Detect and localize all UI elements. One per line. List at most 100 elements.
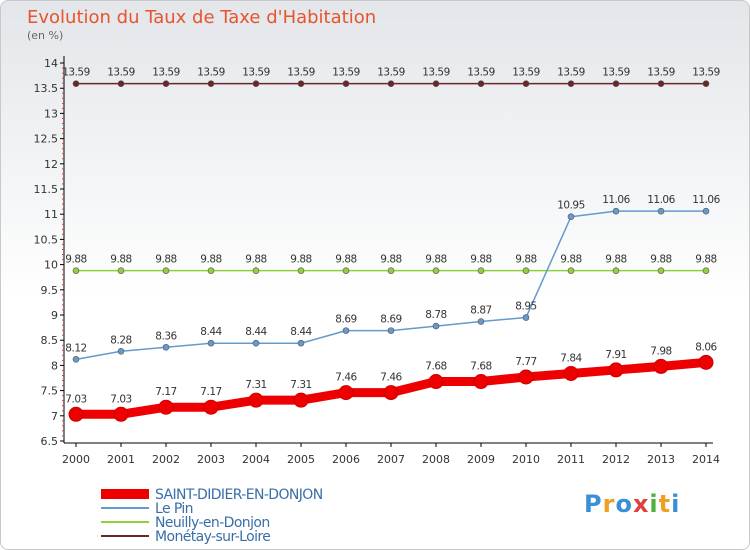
data-point bbox=[158, 399, 174, 415]
data-point bbox=[608, 362, 624, 378]
data-point bbox=[297, 267, 305, 274]
data-point bbox=[432, 80, 440, 87]
x-tick-label: 2004 bbox=[242, 453, 270, 466]
data-point bbox=[252, 339, 260, 347]
data-label: 9.88 bbox=[425, 254, 446, 266]
data-label: 7.17 bbox=[155, 386, 176, 398]
y-tick-label: 14 bbox=[44, 57, 58, 70]
data-label: 7.46 bbox=[380, 372, 402, 384]
data-label: 13.59 bbox=[152, 67, 180, 79]
y-tick-label: 10 bbox=[44, 259, 58, 272]
data-point bbox=[203, 399, 219, 415]
chart-title: Evolution du Taux de Taxe d'Habitation bbox=[27, 7, 377, 28]
data-point bbox=[72, 267, 80, 274]
data-label: 9.88 bbox=[605, 254, 626, 266]
data-point bbox=[612, 267, 620, 274]
data-point bbox=[252, 267, 260, 274]
data-label: 13.59 bbox=[377, 67, 405, 79]
data-label: 7.03 bbox=[110, 393, 131, 405]
data-label: 7.03 bbox=[65, 393, 86, 405]
data-label: 13.59 bbox=[557, 67, 585, 79]
data-point bbox=[477, 267, 485, 274]
data-label: 7.98 bbox=[650, 345, 671, 357]
data-label: 9.88 bbox=[110, 254, 131, 266]
data-point bbox=[207, 267, 215, 274]
data-point bbox=[522, 80, 530, 87]
data-label: 13.59 bbox=[692, 67, 720, 79]
data-point bbox=[653, 358, 669, 374]
data-label: 8.36 bbox=[155, 330, 177, 342]
data-point bbox=[68, 406, 84, 422]
data-label: 8.69 bbox=[335, 314, 356, 326]
data-label: 8.95 bbox=[515, 301, 536, 313]
data-label: 9.88 bbox=[695, 254, 716, 266]
data-label: 11.06 bbox=[602, 194, 630, 206]
x-tick-label: 2014 bbox=[692, 453, 720, 466]
data-point bbox=[72, 356, 80, 363]
y-tick-label: 12.5 bbox=[34, 133, 59, 146]
data-point bbox=[162, 267, 170, 274]
data-label: 7.68 bbox=[470, 361, 491, 373]
x-tick-label: 2009 bbox=[467, 453, 495, 466]
data-point bbox=[657, 80, 665, 87]
y-tick-label: 8 bbox=[51, 359, 58, 372]
data-label: 13.59 bbox=[647, 67, 675, 79]
data-label: 8.12 bbox=[65, 342, 86, 354]
data-point bbox=[563, 365, 579, 381]
y-tick-label: 7.5 bbox=[41, 385, 59, 398]
x-tick-label: 2005 bbox=[287, 453, 315, 466]
y-tick-label: 11.5 bbox=[34, 183, 59, 196]
y-tick-label: 6.5 bbox=[41, 435, 59, 448]
data-point bbox=[387, 267, 395, 274]
data-label: 7.91 bbox=[605, 349, 626, 361]
data-label: 7.68 bbox=[425, 361, 446, 373]
x-tick-label: 2008 bbox=[422, 453, 450, 466]
data-point bbox=[248, 392, 264, 408]
data-point bbox=[342, 80, 350, 87]
data-label: 8.44 bbox=[200, 326, 222, 338]
data-label: 8.44 bbox=[245, 326, 267, 338]
x-tick-label: 2001 bbox=[107, 453, 135, 466]
data-point bbox=[657, 267, 665, 274]
data-label: 7.17 bbox=[200, 386, 221, 398]
x-tick-label: 2013 bbox=[647, 453, 675, 466]
y-tick-label: 13 bbox=[44, 107, 58, 120]
data-point bbox=[293, 392, 309, 408]
data-label: 13.59 bbox=[512, 67, 540, 79]
data-label: 7.46 bbox=[335, 372, 357, 384]
x-tick-label: 2010 bbox=[512, 453, 540, 466]
y-tick-label: 11 bbox=[44, 208, 58, 221]
data-label: 7.84 bbox=[560, 352, 582, 364]
data-label: 9.88 bbox=[650, 254, 671, 266]
data-label: 13.59 bbox=[62, 67, 90, 79]
data-label: 13.59 bbox=[197, 67, 225, 79]
data-point bbox=[342, 327, 350, 334]
y-tick-label: 10.5 bbox=[34, 233, 59, 246]
data-label: 7.31 bbox=[245, 379, 266, 391]
data-point bbox=[702, 267, 710, 274]
data-label: 13.59 bbox=[422, 67, 450, 79]
data-point bbox=[428, 374, 444, 390]
data-label: 9.88 bbox=[65, 254, 86, 266]
x-tick-label: 2000 bbox=[62, 453, 90, 466]
data-label: 7.77 bbox=[515, 356, 536, 368]
data-point bbox=[162, 343, 170, 351]
data-point bbox=[432, 267, 440, 274]
y-unit-label: (en %) bbox=[27, 29, 64, 42]
data-point bbox=[612, 80, 620, 87]
x-tick-label: 2006 bbox=[332, 453, 360, 466]
x-tick-label: 2003 bbox=[197, 453, 225, 466]
data-label: 10.95 bbox=[557, 200, 585, 212]
data-point bbox=[567, 267, 575, 274]
data-label: 9.88 bbox=[155, 254, 176, 266]
data-label: 13.59 bbox=[242, 67, 270, 79]
data-point bbox=[477, 80, 485, 87]
data-label: 8.87 bbox=[470, 305, 491, 317]
y-tick-label: 9.5 bbox=[41, 284, 59, 297]
data-label: 8.44 bbox=[290, 326, 312, 338]
data-point bbox=[567, 213, 575, 221]
data-point bbox=[297, 339, 305, 347]
y-tick-label: 13.5 bbox=[34, 82, 59, 95]
